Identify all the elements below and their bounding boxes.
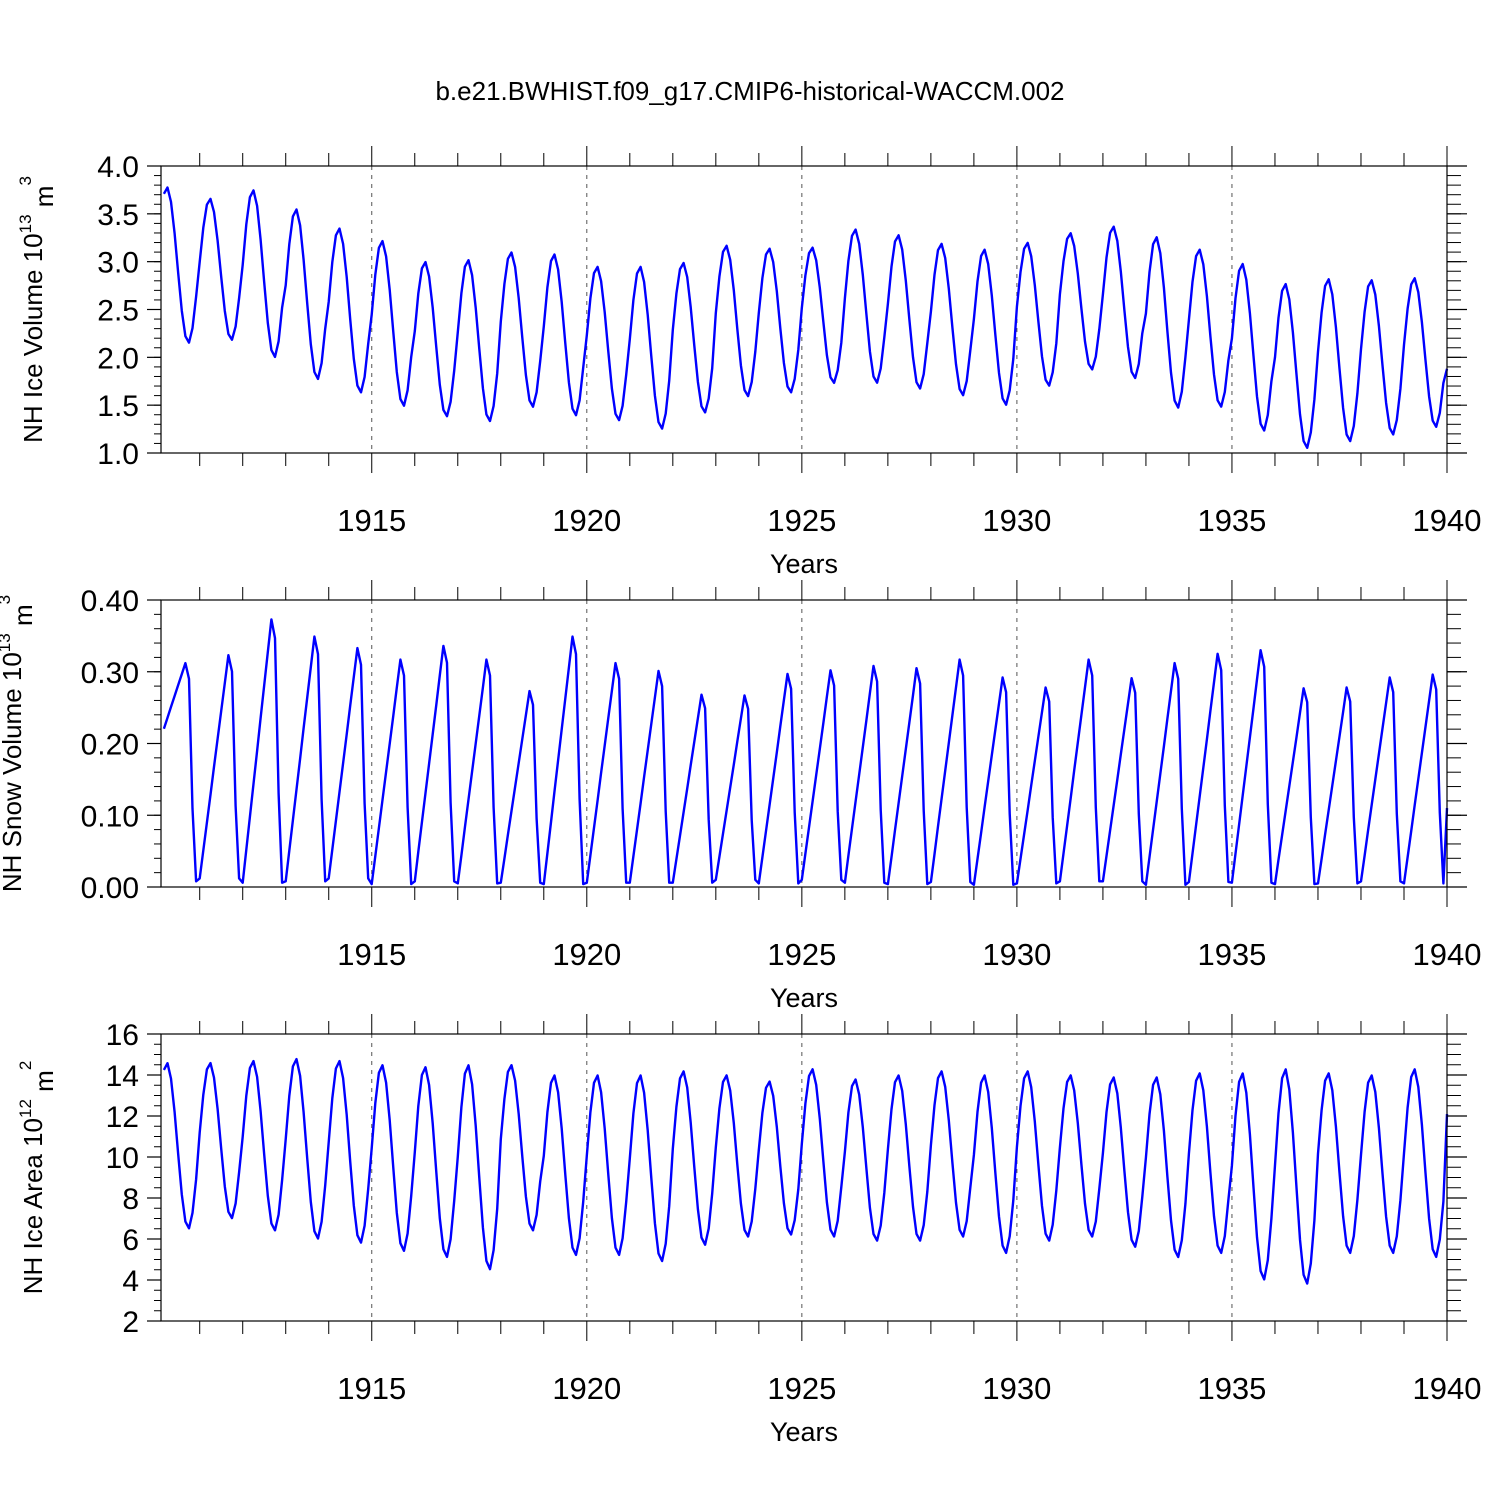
y-tick-label: 0.30 (81, 657, 139, 690)
ice-volume-series-line (162, 186, 1449, 449)
snow-volume-series-line (162, 618, 1449, 886)
x-tick-label: 1915 (337, 1371, 406, 1406)
x-tick-label: 1940 (1413, 937, 1482, 972)
x-tick-label: 1920 (552, 937, 621, 972)
plot-frame (160, 1033, 1448, 1322)
x-tick-label: 1940 (1413, 1371, 1482, 1406)
ice-area-series-line (162, 1057, 1449, 1285)
x-axis-title: Years (770, 1417, 838, 1447)
y-tick-label: 2.5 (97, 295, 139, 328)
y-tick-label: 12 (106, 1101, 139, 1134)
y-axis-title-unit_exp: 2 (16, 1061, 35, 1070)
y-tick-label: 1.0 (97, 438, 139, 471)
snow-volume-panel: 0.00 0.10 0.20 0.30 0.40 1915 1920 1925 1930 1935… (0, 580, 1481, 1013)
y-tick-label: 2 (122, 1306, 139, 1339)
plot-frame (160, 599, 1448, 888)
x-tick-label: 1925 (767, 1371, 836, 1406)
y-axis-title-unit_exp: 3 (16, 176, 35, 185)
ice-area-panel: 2 4 6 8 10 12 14 16 1915 1920 1925 1930 1935 1940 Year… (16, 1014, 1481, 1447)
y-axis-title-exp: 12 (16, 1099, 35, 1118)
y-tick-label: 0.40 (81, 585, 139, 618)
x-tick-label: 1935 (1197, 503, 1266, 538)
y-tick-label: 0.20 (81, 729, 139, 762)
x-tick-label: 1930 (982, 937, 1051, 972)
plot-frame (160, 165, 1448, 454)
y-tick-label: 4 (122, 1265, 139, 1298)
x-tick-label: 1925 (767, 503, 836, 538)
y-axis-title: NH Ice Area 1012 m2 (16, 1061, 59, 1295)
y-tick-label: 4.0 (97, 151, 139, 184)
y-axis-title-main: NH Ice Area 10 (18, 1118, 48, 1294)
x-axis-title: Years (770, 983, 838, 1013)
y-axis-title-main: NH Snow Volume 10 (0, 652, 27, 892)
x-tick-label: 1915 (337, 503, 406, 538)
x-tick-label: 1920 (552, 503, 621, 538)
y-axis-title-unit: m (29, 1070, 59, 1099)
y-tick-label: 8 (122, 1183, 139, 1216)
x-tick-label: 1915 (337, 937, 406, 972)
x-axis-title: Years (770, 549, 838, 579)
y-axis-title: NH Snow Volume 1013 m3 (0, 595, 38, 892)
y-tick-label: 0.00 (81, 872, 139, 905)
y-axis-title-unit: m (29, 186, 59, 215)
y-axis-title: NH Ice Volume 1013 m3 (16, 176, 59, 443)
x-tick-label: 1935 (1197, 937, 1266, 972)
ice-volume-panel: 1.0 1.5 2.0 2.5 3.0 3.5 4.0 1915 1920 1925 1930 193… (16, 146, 1481, 579)
y-axis-title-main: NH Ice Volume 10 (18, 233, 48, 443)
y-axis-title-unit_exp: 3 (0, 595, 14, 604)
y-tick-label: 14 (106, 1060, 139, 1093)
y-tick-label: 1.5 (97, 390, 139, 423)
y-tick-label: 2.0 (97, 342, 139, 375)
y-tick-label: 6 (122, 1224, 139, 1257)
x-tick-label: 1930 (982, 1371, 1051, 1406)
y-tick-label: 0.10 (81, 800, 139, 833)
y-tick-label: 10 (106, 1142, 139, 1175)
y-axis-title-exp: 13 (16, 214, 35, 233)
x-tick-label: 1940 (1413, 503, 1482, 538)
x-tick-label: 1935 (1197, 1371, 1266, 1406)
figure-title: b.e21.BWHIST.f09_g17.CMIP6-historical-WA… (435, 76, 1065, 106)
y-tick-label: 3.0 (97, 247, 139, 280)
y-tick-label: 3.5 (97, 199, 139, 232)
y-tick-label: 16 (106, 1019, 139, 1052)
x-tick-label: 1920 (552, 1371, 621, 1406)
y-axis-title-unit: m (8, 604, 38, 633)
x-tick-label: 1930 (982, 503, 1051, 538)
x-tick-label: 1925 (767, 937, 836, 972)
y-axis-title-exp: 13 (0, 633, 14, 652)
